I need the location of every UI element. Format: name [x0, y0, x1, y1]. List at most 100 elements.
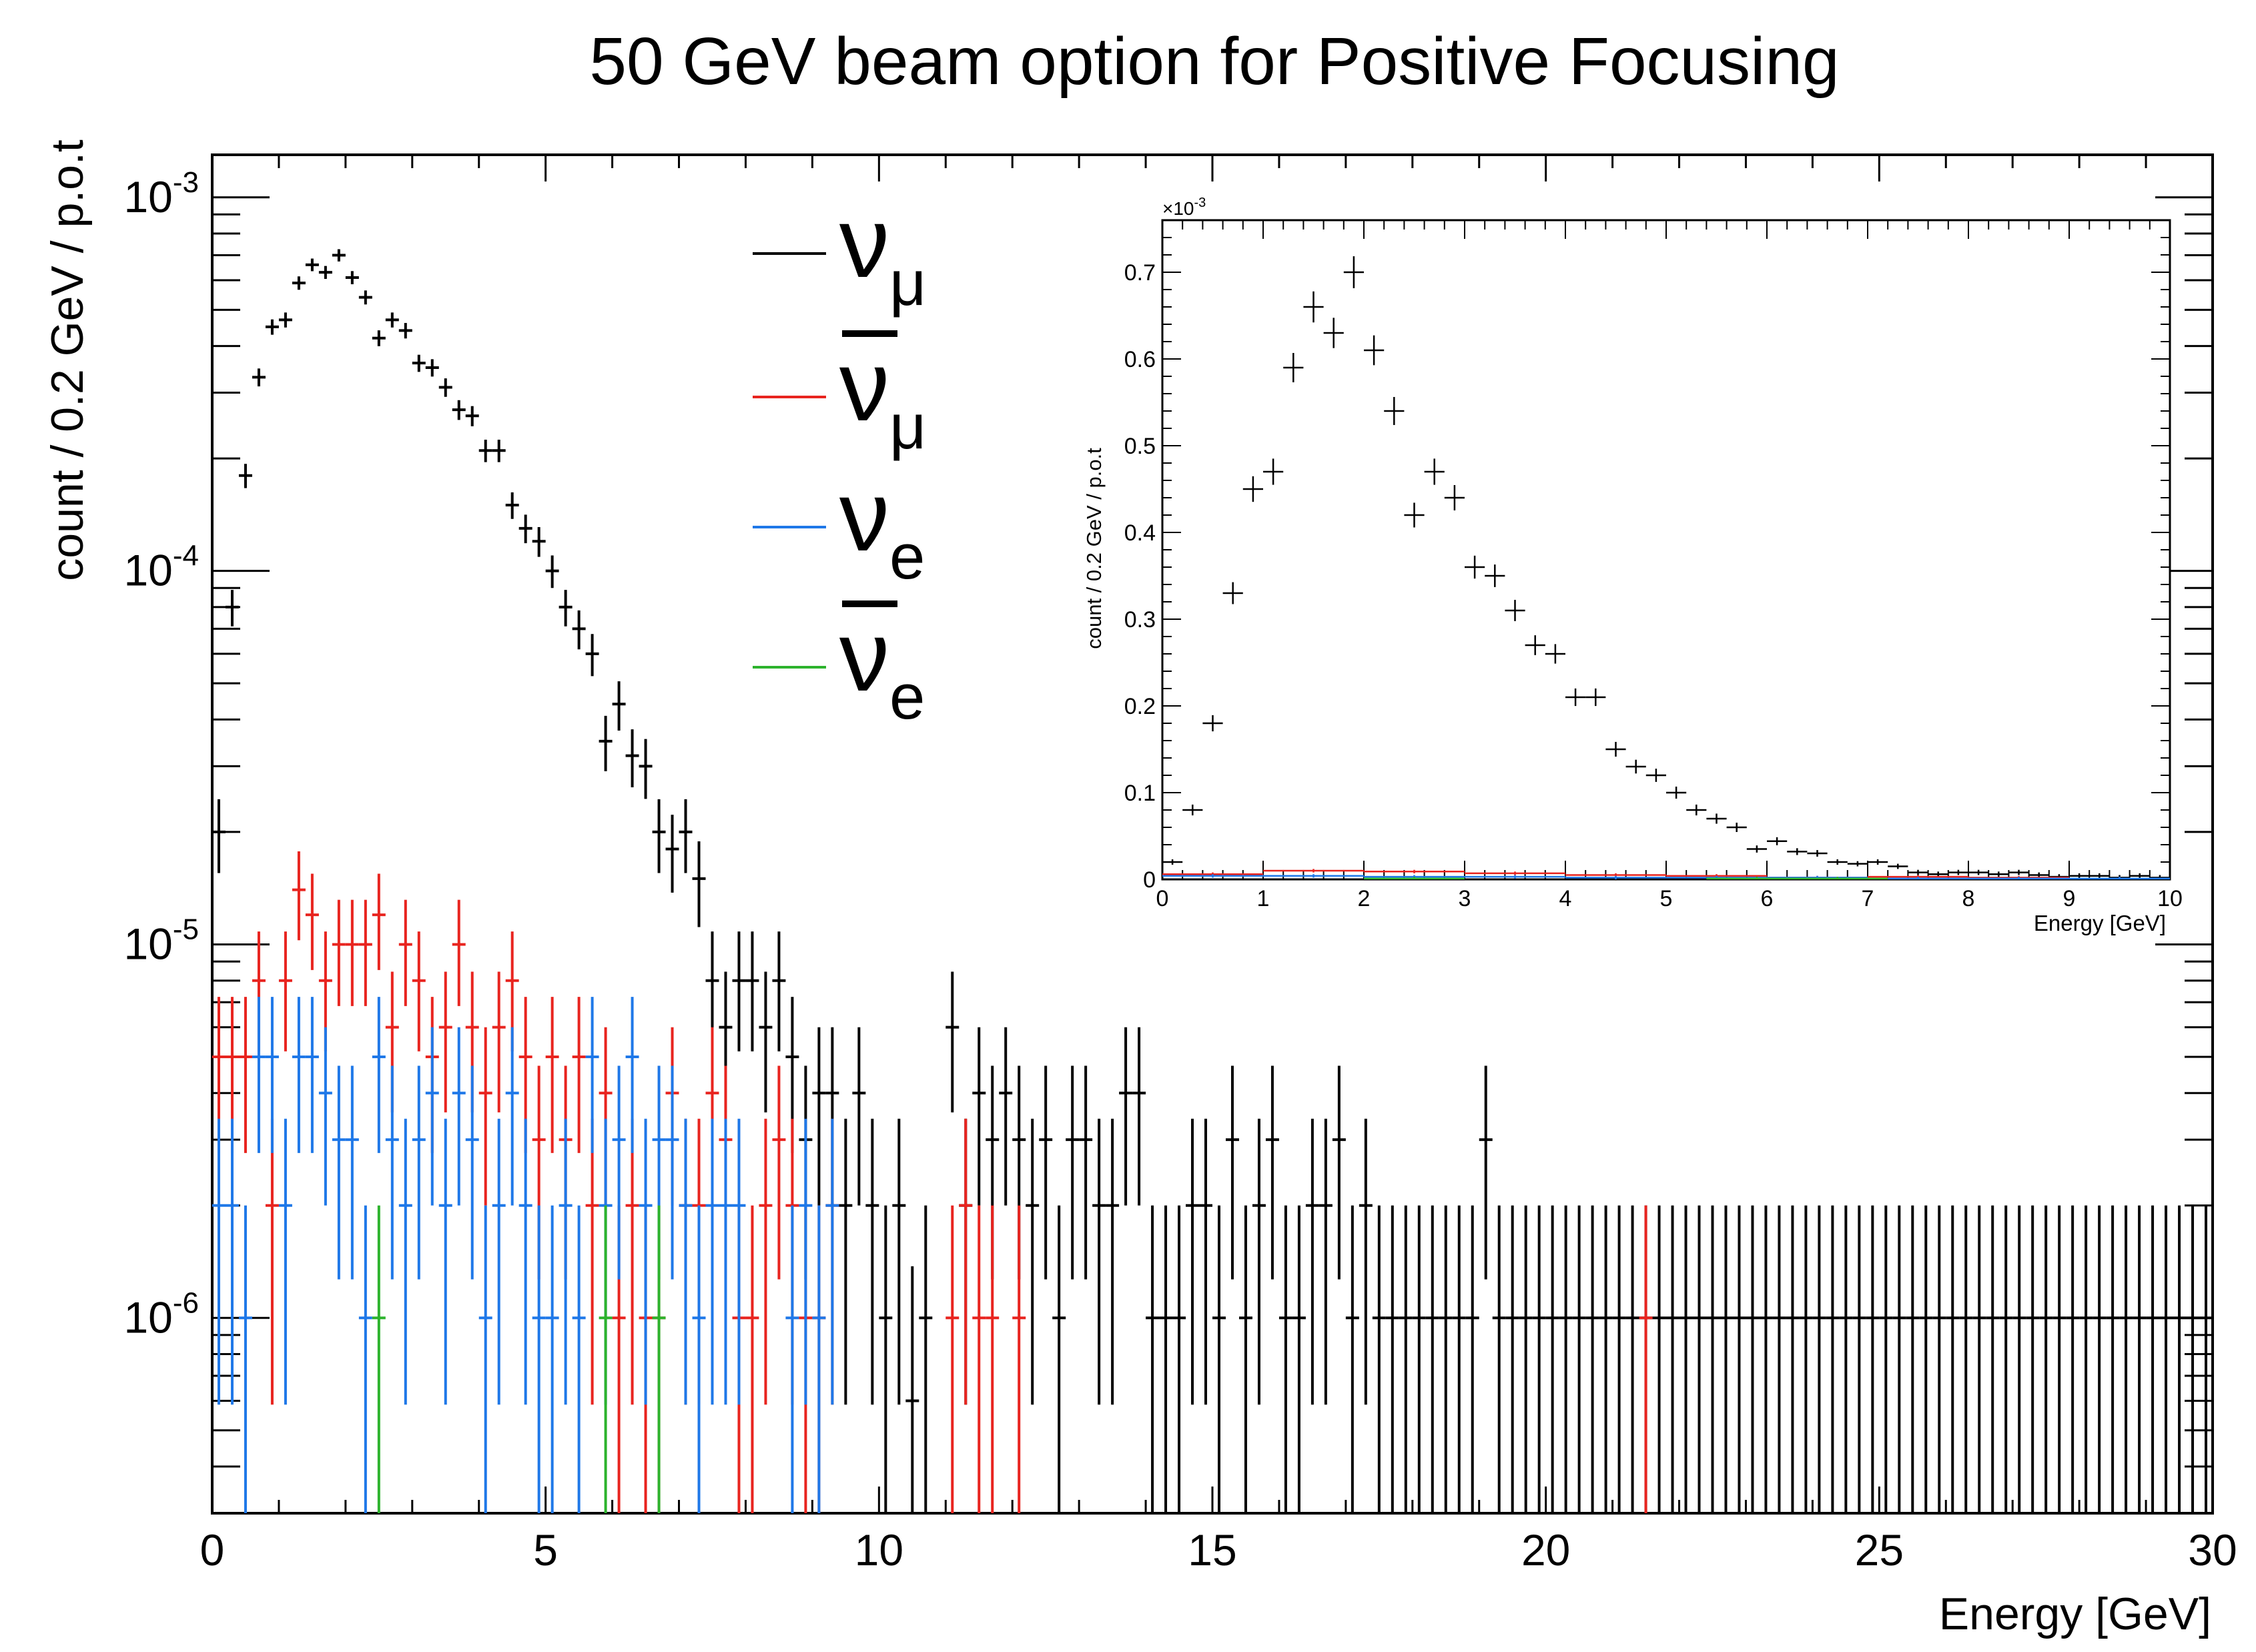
inset-data-point: [1263, 869, 1364, 873]
data-point: [412, 354, 426, 372]
data-point: [345, 271, 359, 285]
inset-data-point: [2069, 877, 2170, 879]
data-point: [1786, 1205, 1800, 1513]
inset-y-tick-label: 0.1: [1124, 781, 1156, 806]
inset-x-tick-label: 4: [1559, 886, 1572, 911]
data-point: [692, 1205, 706, 1513]
data-point: [652, 799, 666, 873]
data-point: [1706, 1205, 1720, 1513]
data-point: [1199, 1118, 1212, 1405]
inset-y-tick-label: 0.5: [1124, 434, 1156, 459]
data-point: [372, 997, 386, 1154]
data-point: [425, 359, 439, 377]
data-point: [639, 739, 653, 799]
data-point: [438, 378, 452, 397]
data-point: [332, 899, 346, 1006]
data-point: [1132, 1027, 1146, 1206]
inset-plot: count / 0.2 GeV / p.o.t Energy [GeV] 0 1 2…: [1082, 195, 2183, 935]
data-point: [2079, 1205, 2093, 1513]
inset-data-point: [1928, 871, 1948, 877]
data-point: [1172, 1205, 1186, 1513]
inset-data-point: [1988, 871, 2009, 877]
data-point: [1919, 1205, 1933, 1513]
data-point: [1986, 1205, 2000, 1513]
data-point: [505, 492, 519, 519]
data-point: [545, 555, 559, 588]
data-point: [759, 1118, 773, 1405]
inset-data-point: [1162, 859, 1183, 865]
data-point: [999, 1027, 1013, 1206]
data-point: [2039, 1205, 2053, 1513]
y-tick-label: 10-6: [123, 1286, 199, 1342]
data-point: [558, 590, 573, 627]
data-point: [492, 440, 506, 462]
data-point: [1186, 1118, 1200, 1405]
inset-data-point: [1746, 845, 1767, 853]
data-point: [332, 249, 346, 262]
inset-data-point: [1222, 582, 1243, 604]
inset-data-point: [1323, 318, 1344, 348]
data-point: [545, 997, 559, 1154]
legend-label: νμ: [839, 186, 926, 319]
data-point: [2173, 1205, 2187, 1513]
data-point: [679, 799, 693, 873]
data-point: [1265, 1066, 1279, 1280]
data-point: [1692, 1205, 1706, 1513]
y-tick-label: 10-5: [123, 913, 199, 968]
inset-data-point: [1303, 291, 1324, 323]
data-point: [1812, 1205, 1826, 1513]
data-point: [358, 899, 372, 1006]
data-point: [1332, 1066, 1346, 1280]
data-point: [1479, 1066, 1493, 1280]
inset-data-point: [1706, 813, 1727, 824]
data-point: [585, 1118, 599, 1405]
data-point: [585, 634, 599, 677]
data-point: [345, 899, 359, 1006]
data-point: [1799, 1205, 1813, 1513]
data-point: [692, 841, 706, 927]
legend-item-nue: νe: [753, 460, 925, 592]
data-point: [358, 290, 372, 305]
data-point: [772, 1066, 786, 1280]
inset-x-tick-label: 8: [1962, 886, 1975, 911]
data-point: [532, 1205, 546, 1513]
data-point: [1399, 1205, 1413, 1513]
data-point: [865, 1118, 879, 1405]
data-point: [1652, 1205, 1666, 1513]
inset-data-point: [1263, 874, 1364, 878]
inset-data-point: [1444, 485, 1465, 510]
data-point: [2012, 1205, 2026, 1513]
inset-x-tick-label: 0: [1156, 886, 1169, 911]
inset-data-point: [1625, 759, 1646, 774]
data-point: [679, 1118, 693, 1405]
inset-y-multiplier: ×10-3: [1162, 195, 1206, 219]
data-point: [1599, 1205, 1613, 1513]
data-point: [1092, 1118, 1106, 1405]
data-point: [2066, 1205, 2080, 1513]
data-point: [438, 1118, 452, 1405]
data-point: [745, 1205, 759, 1513]
data-point: [1946, 1205, 1960, 1513]
data-point: [1412, 1205, 1426, 1513]
inset-x-tick-label: 10: [2157, 886, 2183, 911]
data-point: [1665, 1205, 1679, 1513]
data-point: [212, 799, 226, 873]
data-point: [1545, 1205, 1559, 1513]
inset-data-point: [2008, 869, 2029, 875]
data-point: [572, 997, 586, 1154]
data-point: [946, 971, 960, 1113]
inset-data-point: [2129, 873, 2150, 879]
data-point: [1892, 1205, 1906, 1513]
inset-data-point: [1465, 555, 1485, 579]
data-point: [1639, 1205, 1653, 1513]
data-point: [1719, 1205, 1733, 1513]
data-point: [372, 330, 386, 346]
inset-y-tick-label: 0.7: [1124, 260, 1156, 286]
data-point: [599, 1205, 613, 1513]
data-point: [1238, 1205, 1252, 1513]
data-point: [505, 1027, 519, 1206]
data-point: [2146, 1205, 2160, 1513]
data-point: [452, 899, 466, 1006]
y-axis-label: count / 0.2 GeV / p.o.t: [42, 139, 93, 581]
